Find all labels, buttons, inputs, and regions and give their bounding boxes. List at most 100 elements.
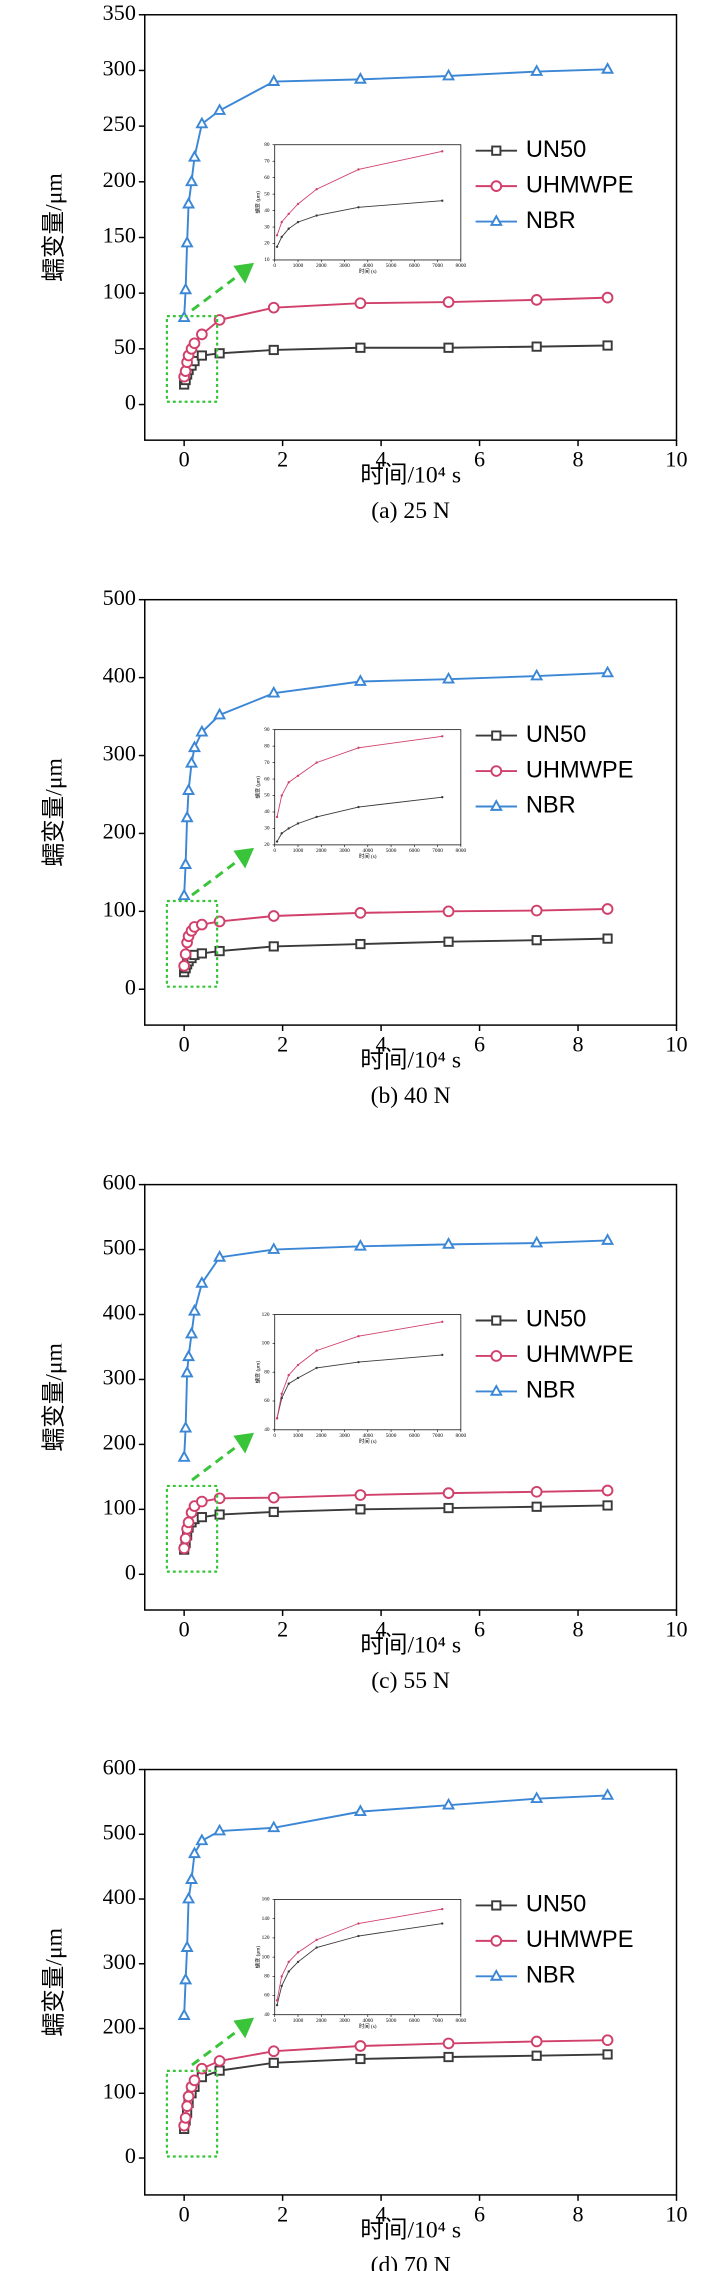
inset-point xyxy=(441,150,444,153)
inset-point xyxy=(287,227,290,230)
legend-label: UN50 xyxy=(526,1307,586,1333)
marker xyxy=(489,1968,503,1981)
marker xyxy=(442,1797,456,1810)
inset-point xyxy=(275,234,279,237)
marker xyxy=(213,314,226,326)
x-tick-label: 3000 xyxy=(339,2018,350,2024)
y-tick-label: 400 xyxy=(103,663,136,688)
x-tick-label: 3000 xyxy=(339,848,350,854)
inset-point xyxy=(275,840,279,843)
marker xyxy=(185,1326,199,1339)
legend-label: UN50 xyxy=(526,722,586,748)
x-tick-label: 2000 xyxy=(316,263,327,269)
inset-point xyxy=(296,1960,300,1964)
y-tick-label: 20 xyxy=(264,842,270,848)
marker xyxy=(195,116,209,129)
marker xyxy=(602,933,613,944)
y-tick-label: 120 xyxy=(262,1312,270,1318)
inset-point xyxy=(315,214,318,217)
y-tick-label: 100 xyxy=(262,1954,270,1960)
y-tick-label: 50 xyxy=(264,793,270,799)
marker xyxy=(187,1303,201,1316)
marker xyxy=(601,1484,614,1497)
marker xyxy=(196,2062,208,2075)
marker xyxy=(442,68,456,81)
marker xyxy=(214,945,225,957)
marker xyxy=(601,2034,614,2047)
y-tick-label: 400 xyxy=(103,1884,136,1909)
marker xyxy=(267,2045,280,2058)
y-tick-label: 120 xyxy=(262,1935,270,1941)
inset-point xyxy=(287,781,290,784)
marker xyxy=(180,810,194,823)
marker xyxy=(196,948,207,959)
inset-point xyxy=(287,1373,290,1377)
inset-point xyxy=(296,202,300,206)
marker xyxy=(531,935,542,946)
y-tick-label: 160 xyxy=(262,1897,270,1903)
marker xyxy=(355,1504,366,1515)
y-tick-label: 30 xyxy=(264,224,270,230)
y-tick-label: 140 xyxy=(262,1916,270,1922)
marker xyxy=(196,1512,207,1523)
marker xyxy=(490,765,503,777)
zoom-arrow xyxy=(191,273,241,312)
marker xyxy=(182,196,196,209)
y-tick-label: 350 xyxy=(103,0,136,25)
y-tick-label: 200 xyxy=(103,167,136,192)
x-tick-label: 6000 xyxy=(409,1433,420,1439)
x-axis-label: 时间/10⁴ s xyxy=(360,1631,461,1658)
y-tick-label: 60 xyxy=(264,175,270,181)
inset-x-label: 时间 (s) xyxy=(359,2022,377,2030)
marker xyxy=(489,1384,503,1396)
marker xyxy=(531,1501,542,1512)
marker xyxy=(195,724,209,737)
y-axis-label: 蠕变量/μm xyxy=(41,173,68,281)
marker xyxy=(213,707,227,720)
marker xyxy=(267,301,280,314)
x-tick-label: 8 xyxy=(572,447,583,472)
inset-point xyxy=(315,1938,318,1942)
x-tick-label: 1000 xyxy=(293,2018,304,2024)
y-tick-label: 200 xyxy=(103,2014,136,2039)
marker xyxy=(355,342,366,353)
x-tick-label: 6 xyxy=(474,1032,485,1057)
marker xyxy=(491,1900,502,1911)
x-tick-label: 8 xyxy=(572,1617,583,1642)
y-tick-label: 80 xyxy=(264,142,270,148)
marker xyxy=(354,2040,367,2052)
x-tick-label: 6000 xyxy=(409,263,420,269)
y-tick-label: 600 xyxy=(103,1755,136,1780)
marker xyxy=(354,1489,367,1501)
inset-point xyxy=(275,815,279,819)
inset-x-label: 时间 (s) xyxy=(359,852,377,860)
marker xyxy=(185,755,199,768)
legend-label: UHMWPE xyxy=(526,172,634,198)
y-tick-label: 70 xyxy=(264,760,270,766)
inset-point xyxy=(287,827,290,830)
marker xyxy=(442,905,455,918)
x-tick-label: 10 xyxy=(665,1617,687,1642)
x-axis-label: 时间/10⁴ s xyxy=(360,1046,461,1073)
x-tick-label: 10 xyxy=(665,2201,687,2226)
marker xyxy=(182,783,196,795)
inset-point xyxy=(315,815,318,819)
marker xyxy=(177,1450,191,1462)
x-tick-label: 8000 xyxy=(456,2018,467,2024)
inset-point xyxy=(275,1999,279,2002)
legend-label: UN50 xyxy=(526,137,586,163)
marker xyxy=(179,1532,192,1545)
inset-point xyxy=(441,1353,444,1357)
marker xyxy=(195,1275,209,1288)
marker xyxy=(180,1365,194,1378)
x-tick-label: 4000 xyxy=(362,848,373,854)
x-tick-label: 4000 xyxy=(362,1433,373,1439)
marker xyxy=(355,2053,366,2065)
marker xyxy=(601,903,614,915)
x-tick-label: 8 xyxy=(572,2201,583,2226)
marker xyxy=(601,665,615,678)
x-tick-label: 4 xyxy=(376,1032,387,1057)
marker xyxy=(601,61,615,74)
inset-point xyxy=(315,1946,318,1949)
zoom-box xyxy=(165,899,219,988)
